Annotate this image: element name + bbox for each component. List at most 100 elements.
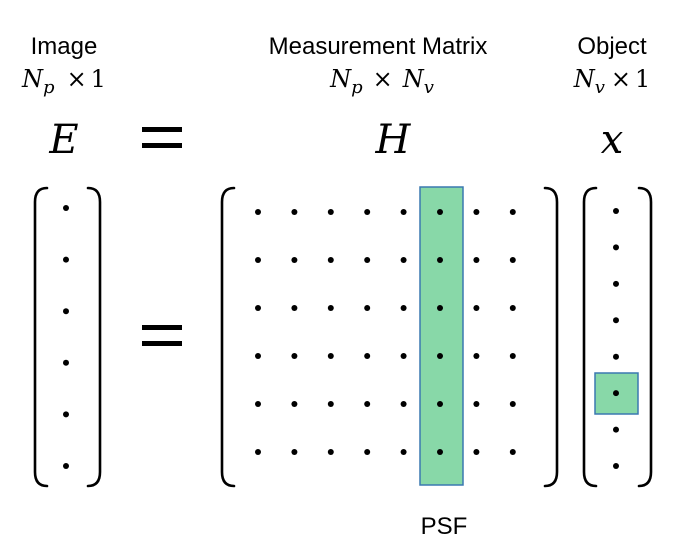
- matrix-dim-rows-main: N: [329, 65, 352, 93]
- image-dim-sub: p: [43, 77, 55, 98]
- matrix-element-dot: [364, 257, 371, 263]
- matrix-element-dot: [327, 257, 334, 263]
- matrix-element-dot: [255, 209, 261, 215]
- object-symbol: x: [601, 117, 624, 163]
- matrix-element-dot: [255, 305, 261, 311]
- image-left-bracket: [33, 186, 49, 488]
- image-dim-times: ×: [67, 65, 87, 93]
- object-right-bracket: [637, 186, 653, 488]
- matrix-element-dot: [364, 449, 371, 455]
- matrix-element-dot: [327, 449, 334, 455]
- matrix-element-dot: [327, 305, 334, 311]
- equals-sign-top: [142, 127, 182, 148]
- object-element-dot: [613, 317, 619, 324]
- matrix-element-dot: [400, 209, 407, 215]
- matrix-element-dot: [291, 449, 298, 455]
- matrix-element-dot: [400, 401, 407, 407]
- matrix-left-bracket: [220, 186, 236, 488]
- object-dim-main: N: [573, 65, 596, 93]
- matrix-element-dot: [400, 449, 407, 455]
- image-element-dot: [63, 308, 69, 315]
- psf-column-highlight: [419, 186, 464, 486]
- object-vector-dots: [613, 208, 619, 469]
- matrix-element-dot: [473, 209, 480, 215]
- image-right-bracket: [86, 186, 102, 488]
- matrix-element-dot: [364, 353, 371, 359]
- matrix-element-dot: [291, 401, 298, 407]
- object-element-dot: [613, 353, 619, 360]
- matrix-dimensions: Np × Nv: [329, 65, 434, 98]
- matrix-element-dot: [509, 257, 516, 263]
- matrix-element-dot: [327, 401, 334, 407]
- matrix-dim-rows-sub: p: [351, 77, 363, 98]
- object-element-dot: [613, 463, 619, 469]
- object-element-dot: [613, 280, 619, 287]
- matrix-symbol: H: [375, 117, 412, 163]
- equals-sign-middle: [142, 325, 182, 346]
- object-dim-sub: v: [595, 77, 605, 98]
- matrix-element-dot: [473, 257, 480, 263]
- matrix-element-dot: [437, 401, 443, 407]
- matrix-element-dot: [255, 353, 261, 359]
- matrix-element-dot: [509, 209, 516, 215]
- matrix-element-dot: [437, 353, 443, 359]
- matrix-right-bracket: [543, 186, 559, 488]
- image-element-dot: [63, 359, 69, 366]
- image-dim-count: 1: [91, 65, 106, 93]
- image-element-dot: [63, 463, 69, 469]
- object-vector: [582, 186, 653, 488]
- image-vector-dots: [63, 205, 69, 469]
- matrix-element-dot: [437, 449, 443, 455]
- image-element-dot: [63, 411, 69, 418]
- object-dim-count: 1: [635, 65, 650, 93]
- matrix-element-dot: [509, 449, 516, 455]
- matrix-element-dot: [400, 305, 407, 311]
- matrix-element-dot: [364, 209, 371, 215]
- psf-label: PSF: [421, 513, 468, 540]
- matrix-element-dot: [291, 257, 298, 263]
- matrix-element-dot: [437, 209, 443, 215]
- matrix-dim-cols-sub: v: [424, 77, 434, 98]
- matrix-element-dot: [364, 401, 371, 407]
- matrix-element-dot: [509, 305, 516, 311]
- measurement-matrix: [220, 186, 559, 488]
- matrix-element-dot: [255, 449, 261, 455]
- matrix-element-dot: [509, 401, 516, 407]
- matrix-dim-cols-main: N: [402, 65, 425, 93]
- matrix-element-dot: [364, 305, 371, 311]
- matrix-title: Measurement Matrix: [269, 33, 488, 60]
- object-dimensions: Nv × 1: [573, 65, 651, 98]
- object-element-dot: [613, 244, 619, 251]
- matrix-element-dot: [327, 353, 334, 359]
- matrix-dim-times: ×: [373, 65, 393, 93]
- matrix-element-dot: [327, 209, 334, 215]
- matrix-element-dot: [400, 257, 407, 263]
- image-dimensions: Np × 1: [21, 65, 106, 98]
- matrix-element-dot: [400, 353, 407, 359]
- object-left-bracket: [582, 186, 598, 488]
- matrix-element-dot: [473, 449, 480, 455]
- matrix-element-dot: [473, 305, 480, 311]
- object-title: Object: [577, 33, 647, 60]
- matrix-element-dot: [291, 305, 298, 311]
- image-element-dot: [63, 256, 69, 263]
- matrix-element-dot: [509, 353, 516, 359]
- matrix-element-dot: [437, 257, 443, 263]
- matrix-element-dot: [473, 353, 480, 359]
- image-title: Image: [31, 33, 98, 60]
- image-dim-main: N: [21, 65, 44, 93]
- matrix-element-dot: [291, 209, 298, 215]
- object-element-dot: [613, 426, 619, 433]
- matrix-element-dot: [255, 257, 261, 263]
- matrix-element-dot: [473, 401, 480, 407]
- matrix-element-dot: [291, 353, 298, 359]
- image-element-dot: [63, 205, 69, 211]
- matrix-element-dot: [437, 305, 443, 311]
- object-element-dot: [613, 208, 619, 214]
- image-symbol: E: [48, 117, 78, 163]
- object-dim-times: ×: [611, 65, 631, 93]
- object-element-dot: [613, 390, 619, 397]
- image-vector: [33, 186, 102, 488]
- matrix-dots: [255, 209, 516, 455]
